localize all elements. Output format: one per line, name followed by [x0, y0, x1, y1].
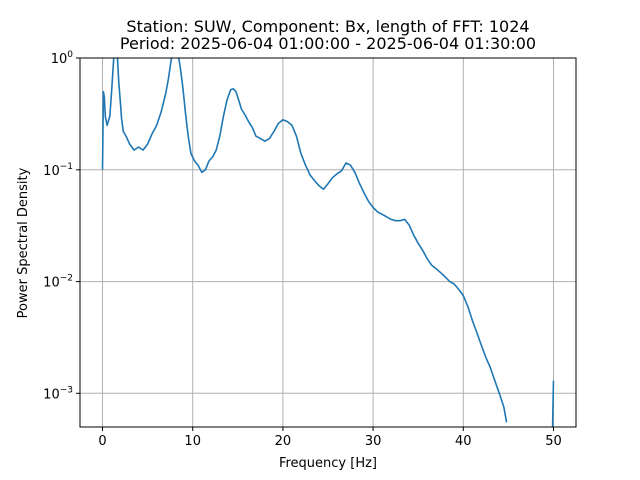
x-tick-label: 50	[545, 434, 562, 449]
y-tick-label: 100	[51, 50, 74, 67]
y-tick-base: 10	[43, 164, 60, 179]
y-tick-base: 10	[43, 276, 60, 291]
x-axis-label: Frequency [Hz]	[279, 456, 377, 471]
y-tick-base: 10	[51, 52, 68, 67]
chart-title-line-2: Period: 2025-06-04 01:00:00 - 2025-06-04…	[120, 34, 536, 53]
y-tick-exponent: −3	[60, 385, 73, 395]
data-layer	[101, 58, 555, 427]
chart-title-line-1: Station: SUW, Component: Bx, length of F…	[126, 17, 529, 36]
psd-series-line	[101, 58, 508, 423]
y-tick-label: 10−3	[43, 385, 73, 402]
x-tick-label: 0	[98, 434, 106, 449]
y-tick-exponent: −2	[60, 274, 73, 284]
y-tick-base: 10	[43, 387, 60, 402]
plot-frame	[79, 57, 577, 428]
x-tick-label: 10	[184, 434, 201, 449]
y-axis-label: Power Spectral Density	[16, 167, 31, 318]
y-tick-label: 10−2	[43, 274, 73, 291]
x-tick-label: 40	[455, 434, 472, 449]
psd-series-line	[551, 380, 555, 427]
x-tick-label: 20	[275, 434, 292, 449]
y-tick-exponent: −1	[60, 162, 73, 172]
y-tick-exponent: 0	[67, 50, 73, 60]
x-tick-label: 30	[365, 434, 382, 449]
grid-layer	[80, 57, 576, 427]
y-tick-label: 10−1	[43, 162, 73, 179]
